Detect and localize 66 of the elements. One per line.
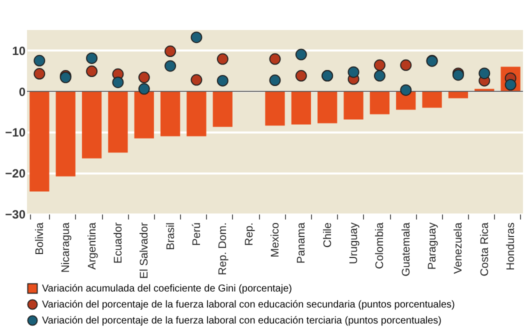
bar [291,91,311,124]
point [164,60,176,72]
x-tick-label: El Salvador [138,222,151,279]
point [138,72,150,84]
point [269,74,281,86]
bar [186,91,206,136]
x-tick-label: Chile [322,222,334,248]
bar [448,91,468,98]
y-tick-label: 10 [12,44,26,58]
y-tick-label: −10 [5,126,26,140]
x-tick-label: Mexico [270,222,282,258]
point [374,70,386,82]
bar [108,91,128,153]
x-tick-label: Venezuela [452,222,465,274]
bar [56,91,76,176]
point [86,66,98,78]
bar [212,91,232,127]
point [295,70,307,82]
x-tick-label: Honduras [505,222,518,270]
x-tick-label: Rep. Dom. [217,222,230,276]
point [138,83,150,95]
x-tick-label: Panama [296,222,308,264]
point [295,48,307,60]
x-tick-label: Nicaragua [60,222,72,273]
point [190,32,202,44]
point [190,74,202,86]
x-tick-label: Ecuador [112,222,124,264]
bar [370,91,390,114]
y-tick-label: −30 [5,208,26,222]
x-tick-label: Uruguay [348,222,360,264]
x-tick-label: Brasil [164,222,177,250]
bar [422,91,442,108]
legend-label: Variación acumulada del coeficiente de Gini (porcentaje) [42,284,292,294]
point [216,53,228,65]
x-tick-label: Bolivia [34,222,46,255]
bar [265,91,285,126]
point [400,59,412,71]
point [34,68,46,80]
bar [318,91,338,124]
point [348,66,360,78]
bar [82,91,102,158]
bar [160,91,180,136]
legend-label: Variación del porcentaje de la fuerza laboral con educación secundaria (puntos porcentuales) [42,300,455,310]
legend-label: Variación del porcentaje de la fuerza laboral con educación terciaria (puntos porcentuales) [42,316,442,326]
x-tick-label: Argentina [86,222,98,270]
point [269,53,281,65]
point [400,84,412,96]
point [374,59,386,71]
x-tick-label: Costa Rica [478,222,491,276]
point [216,74,228,86]
y-tick-label: 0 [18,84,26,99]
x-tick-label: Paraguay [426,222,439,270]
bar [30,91,50,192]
point [164,46,176,57]
x-tick-label: Perú [190,222,203,246]
point [112,76,124,88]
point [478,68,490,80]
bar [134,91,154,138]
x-tick-label: Rep. [243,222,256,246]
point [34,54,46,66]
point [504,79,516,91]
x-tick-label: Colombia [374,222,386,269]
point [86,52,98,64]
bar [344,91,364,120]
x-tick-label: Guatemala [400,222,412,276]
y-tick-label: −20 [5,166,26,181]
